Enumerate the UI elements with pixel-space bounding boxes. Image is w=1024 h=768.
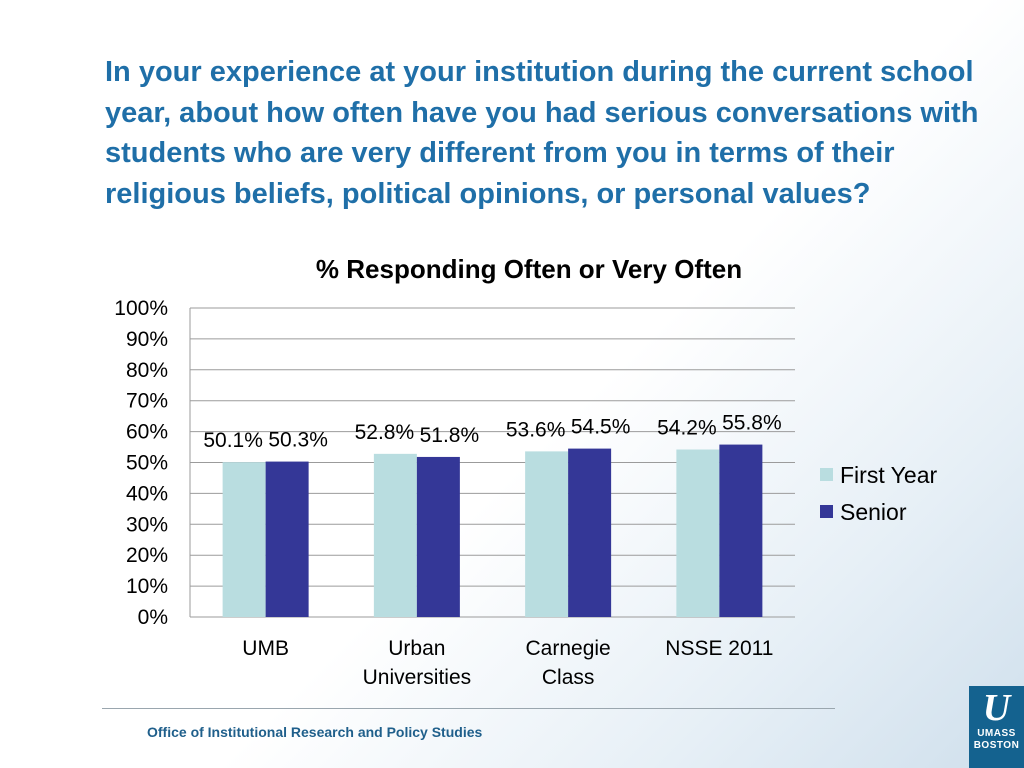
category-label-line: Urban (388, 637, 445, 660)
y-tick-label: 40% (126, 482, 168, 505)
logo-line-2: BOSTON (973, 740, 1020, 751)
y-tick-label: 100% (114, 297, 168, 320)
y-tick-label: 90% (126, 328, 168, 351)
legend-entry: Senior (840, 499, 907, 525)
legend-swatch (820, 505, 833, 518)
bar (719, 444, 763, 617)
data-label: 51.8% (420, 424, 480, 447)
y-tick-label: 80% (126, 359, 168, 382)
data-label: 50.3% (268, 429, 328, 452)
umass-boston-logo: U UMASS BOSTON (969, 686, 1024, 768)
legend-swatch (820, 468, 833, 481)
data-label: 52.8% (355, 421, 415, 444)
y-tick-label: 10% (126, 575, 168, 598)
data-labels: 50.1% 50.3% 52.8% 51.8% 53.6% 54.5% 54.2% 55.8% (203, 412, 781, 453)
logo-line-1: UMASS (977, 728, 1016, 739)
data-label: 53.6% (506, 418, 566, 441)
category-label-line: Universities (363, 666, 472, 689)
legend: First Year Senior (820, 462, 937, 525)
data-label: 55.8% (722, 412, 782, 435)
footer-text: Office of Institutional Research and Pol… (147, 724, 483, 740)
y-tick-label: 50% (126, 452, 168, 475)
y-tick-label: 70% (126, 390, 168, 413)
bar (568, 448, 612, 617)
bar (525, 451, 569, 617)
bars (222, 444, 763, 617)
bar (676, 449, 720, 617)
bar (222, 462, 266, 617)
bar-chart: % Responding Often or Very Often 0% 10% 20… (114, 254, 937, 689)
legend-entry: First Year (840, 462, 937, 488)
category-label-line: Carnegie (526, 637, 611, 660)
y-tick-label: 60% (126, 421, 168, 444)
bar (416, 456, 460, 617)
bar (265, 461, 309, 617)
y-tick-label: 30% (126, 513, 168, 536)
category-label: Carnegie Class (526, 637, 611, 689)
y-axis-ticks: 0% 10% 20% 30% 40% 50% 60% 70% 80% 90% 100% (114, 297, 168, 629)
category-label: Urban Universities (363, 637, 472, 689)
data-label: 50.1% (203, 429, 263, 452)
logo-mark-icon: U (982, 687, 1011, 729)
y-tick-label: 0% (138, 606, 168, 629)
footer-divider (102, 708, 835, 709)
data-label: 54.5% (571, 416, 631, 439)
y-tick-label: 20% (126, 544, 168, 567)
category-label: NSSE 2011 (665, 637, 773, 660)
category-label-line: NSSE 2011 (665, 637, 773, 660)
data-label: 54.2% (657, 417, 717, 440)
category-label-line: UMB (242, 637, 289, 660)
bar (373, 453, 417, 617)
chart-title: % Responding Often or Very Often (316, 254, 742, 284)
slide-question: In your experience at your institution d… (105, 56, 979, 210)
x-axis-categories: UMB Urban Universities Carnegie Class NSSE 20… (242, 637, 773, 689)
category-label-line: Class (542, 666, 595, 689)
category-label: UMB (242, 637, 289, 660)
